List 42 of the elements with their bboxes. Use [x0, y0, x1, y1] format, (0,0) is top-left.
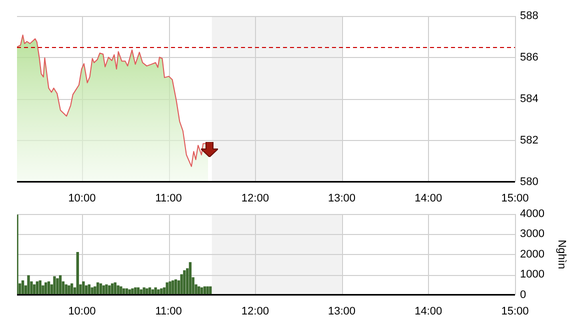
bar [188, 262, 192, 295]
bar [68, 285, 70, 295]
bar [154, 287, 157, 295]
bar [56, 278, 59, 295]
x-tick-label: 10:00 [68, 192, 96, 204]
bar [76, 252, 79, 295]
y-tick-label: 2000 [520, 248, 544, 260]
bar [131, 288, 134, 295]
bar [116, 285, 120, 295]
y-tick-label: 586 [520, 51, 538, 64]
y-tick-label: 0 [520, 288, 526, 301]
bar [27, 275, 30, 295]
x-tick-label: 13:00 [328, 305, 356, 318]
y-tick-label: 580 [520, 176, 538, 188]
bar [94, 286, 96, 295]
bar [206, 286, 209, 295]
y-tick-label: 3000 [520, 228, 544, 240]
x-tick-label: 12:00 [241, 305, 269, 318]
y-tick-label: 588 [520, 10, 538, 22]
x-tick-label: 15:00 [501, 305, 529, 318]
bar [120, 286, 122, 295]
x-tick-label: 10:00 [68, 305, 96, 318]
bar [142, 287, 146, 295]
bar [157, 289, 160, 295]
y-tick-label: 582 [520, 134, 538, 146]
y-tick-label: 584 [520, 92, 538, 105]
bar [168, 281, 172, 295]
bar [183, 270, 186, 295]
x-tick-label: 11:00 [155, 192, 182, 204]
x-tick-label: 14:00 [414, 305, 442, 318]
x-tick-label: 15:00 [501, 192, 529, 204]
x-tick-label: 13:00 [328, 192, 356, 204]
x-tick-label: 12:00 [241, 192, 269, 204]
y-tick-label: 1000 [520, 268, 544, 281]
x-tick-label: 11:00 [155, 305, 182, 318]
x-tick-label: 14:00 [414, 192, 442, 204]
bar [82, 281, 85, 295]
y-axis-title: Nghìn [555, 240, 568, 270]
bar [180, 274, 183, 295]
bar [53, 276, 56, 295]
bar [105, 284, 108, 295]
y-tick-label: 4000 [520, 208, 544, 220]
